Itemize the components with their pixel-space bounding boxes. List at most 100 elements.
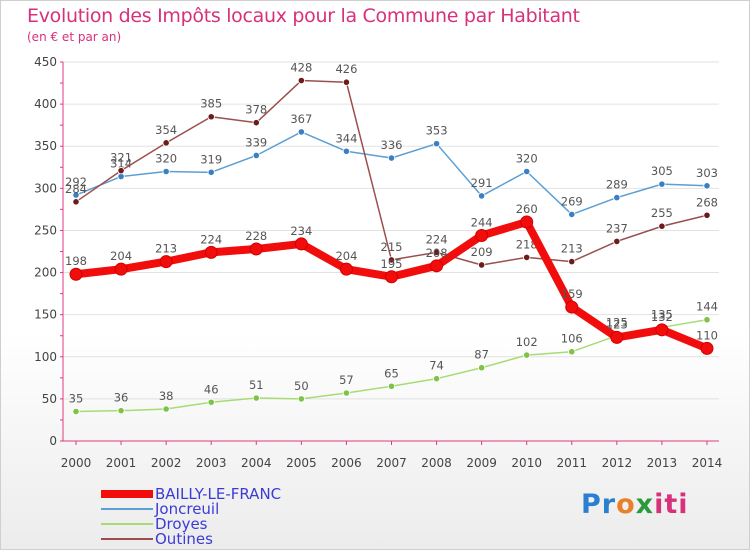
- data-label-outines-2009: 209: [471, 245, 493, 259]
- point-bailly-le-franc-2000: [69, 267, 83, 281]
- point-outines-2000: [72, 198, 80, 206]
- data-label-droyes-2014: 144: [696, 300, 718, 314]
- data-label-bailly-le-franc-2014: 110: [696, 328, 718, 342]
- x-tick-label-2005: 2005: [286, 456, 317, 470]
- data-label-bailly-le-franc-2011: 159: [561, 287, 583, 301]
- data-label-bailly-le-franc-2007: 195: [381, 257, 403, 271]
- data-label-droyes-2004: 51: [249, 378, 264, 392]
- point-droyes-2003: [207, 398, 215, 406]
- data-label-outines-2013: 255: [651, 206, 673, 220]
- y-tick-label-300: 300: [34, 181, 57, 195]
- point-outines-2010: [523, 253, 531, 261]
- series-line-outines: [75, 79, 708, 266]
- point-bailly-le-franc-2001: [114, 262, 128, 276]
- data-label-joncreuil-2007: 336: [381, 138, 403, 152]
- data-label-outines-2008: 224: [426, 232, 448, 246]
- point-bailly-le-franc-2011: [565, 300, 579, 314]
- data-label-joncreuil-2003: 319: [200, 152, 222, 166]
- x-tick-label-2010: 2010: [511, 456, 542, 470]
- x-tick-label-2004: 2004: [241, 456, 272, 470]
- data-label-droyes-2012: 125: [606, 316, 628, 330]
- data-label-outines-2011: 213: [561, 242, 583, 256]
- point-droyes-2000: [72, 407, 80, 416]
- point-droyes-2005: [297, 395, 305, 403]
- data-label-outines-2000: 284: [65, 182, 87, 196]
- point-droyes-2004: [252, 394, 260, 402]
- point-joncreuil-2013: [658, 180, 666, 188]
- data-label-droyes-2010: 102: [516, 335, 538, 349]
- data-label-outines-2005: 428: [290, 61, 312, 75]
- data-label-droyes-2001: 36: [114, 391, 129, 405]
- legend-label-droyes: Droyes: [155, 515, 208, 533]
- data-label-outines-2006: 426: [335, 62, 357, 76]
- data-label-outines-2012: 237: [606, 221, 628, 235]
- point-droyes-2010: [523, 351, 531, 359]
- point-bailly-le-franc-2003: [204, 245, 218, 259]
- point-outines-2013: [658, 222, 666, 230]
- data-label-joncreuil-2005: 367: [290, 112, 312, 126]
- data-label-droyes-2005: 50: [294, 379, 309, 393]
- point-joncreuil-2002: [162, 167, 170, 176]
- data-label-joncreuil-2013: 305: [651, 164, 673, 178]
- data-label-bailly-le-franc-2000: 198: [65, 254, 87, 268]
- legend-label-joncreuil: Joncreuil: [155, 500, 220, 518]
- x-tick-label-2003: 2003: [196, 456, 227, 470]
- x-tick-label-2011: 2011: [556, 456, 587, 470]
- data-label-bailly-le-franc-2005: 234: [290, 224, 312, 238]
- data-label-outines-2004: 378: [245, 103, 267, 117]
- point-bailly-le-franc-2014: [700, 341, 714, 355]
- data-label-bailly-le-franc-2009: 244: [471, 215, 493, 229]
- chart-title: Evolution des Impôts locaux pour la Comm…: [27, 5, 580, 27]
- y-tick-label-350: 350: [34, 139, 57, 153]
- point-outines-2002: [162, 139, 170, 147]
- point-bailly-le-franc-2013: [655, 323, 669, 337]
- data-label-outines-2002: 354: [155, 123, 177, 137]
- point-outines-2009: [478, 261, 486, 269]
- data-label-droyes-2013: 135: [651, 307, 673, 321]
- point-bailly-le-franc-2002: [159, 255, 173, 269]
- legend-swatch-joncreuil: [101, 508, 153, 510]
- point-droyes-2009: [478, 364, 486, 372]
- data-label-joncreuil-2010: 320: [516, 151, 538, 165]
- y-tick-label-50: 50: [42, 392, 57, 406]
- x-tick-label-2009: 2009: [466, 456, 497, 470]
- data-label-joncreuil-2012: 289: [606, 178, 628, 192]
- data-label-joncreuil-2002: 320: [155, 151, 177, 165]
- point-joncreuil-2008: [432, 140, 441, 148]
- point-bailly-le-franc-2007: [384, 270, 398, 284]
- data-label-bailly-le-franc-2013: 132: [651, 310, 673, 324]
- legend-label-bailly: BAILLY-LE-FRANC: [155, 485, 282, 503]
- point-outines-2003: [207, 113, 215, 121]
- data-label-outines-2001: 321: [110, 151, 132, 165]
- data-label-droyes-2006: 57: [339, 373, 354, 387]
- data-label-joncreuil-2011: 269: [561, 194, 583, 208]
- data-label-droyes-2007: 65: [384, 366, 399, 380]
- point-outines-2011: [568, 258, 576, 266]
- data-label-bailly-le-franc-2004: 228: [245, 229, 267, 243]
- point-outines-2012: [613, 237, 621, 245]
- point-outines-2006: [342, 78, 351, 86]
- point-joncreuil-2014: [703, 182, 711, 190]
- y-tick-label-450: 450: [34, 55, 57, 69]
- point-joncreuil-2006: [342, 147, 351, 155]
- proxiti-logo: Proxiti: [581, 489, 689, 520]
- data-label-bailly-le-franc-2008: 208: [426, 246, 448, 260]
- legend-label-outines: Outines: [155, 530, 213, 548]
- data-label-bailly-le-franc-2012: 123: [606, 317, 628, 331]
- point-outines-2005: [297, 76, 305, 85]
- point-joncreuil-2011: [568, 210, 576, 219]
- x-tick-label-2014: 2014: [692, 456, 723, 470]
- point-bailly-le-franc-2012: [610, 330, 624, 344]
- point-droyes-2014: [703, 316, 711, 324]
- x-tick-label-2012: 2012: [602, 456, 633, 470]
- chart-subtitle: (en € et par an): [27, 30, 122, 44]
- data-label-bailly-le-franc-2006: 204: [335, 249, 357, 263]
- y-tick-label-400: 400: [34, 97, 57, 111]
- data-label-joncreuil-2008: 353: [426, 124, 448, 138]
- y-tick-label-100: 100: [34, 350, 57, 364]
- point-bailly-le-franc-2004: [249, 242, 263, 256]
- y-tick-label-0: 0: [49, 434, 57, 448]
- point-outines-2008: [432, 248, 441, 256]
